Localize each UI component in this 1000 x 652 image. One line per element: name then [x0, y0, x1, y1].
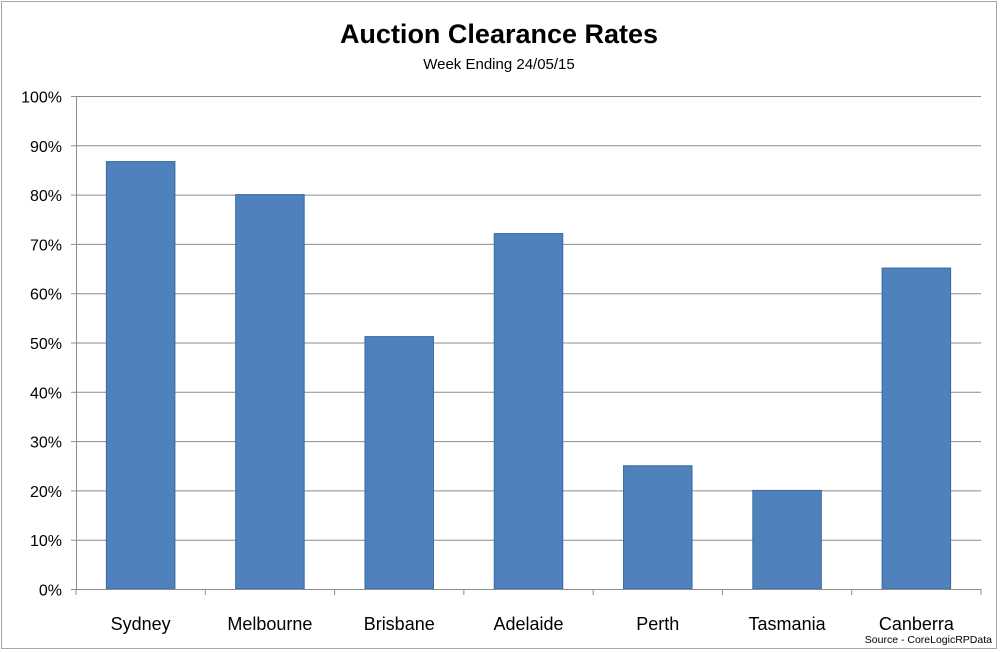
- x-tick-label: Brisbane: [364, 614, 435, 634]
- y-tick-label: 30%: [30, 435, 62, 452]
- bar-tasmania: [752, 489, 822, 590]
- bar-melbourne: [235, 194, 305, 590]
- bar-perth: [623, 465, 693, 590]
- bar-adelaide: [493, 233, 564, 590]
- y-tick-label: 10%: [30, 533, 62, 550]
- x-tick-label: Canberra: [879, 614, 955, 634]
- bars: [105, 161, 952, 590]
- x-tick-label: Melbourne: [227, 614, 312, 634]
- x-axis-ticks: Sydney Melbourne Brisbane Adelaide Perth Tasm…: [75, 589, 982, 634]
- y-tick-label: 80%: [30, 188, 62, 205]
- y-tick-label: 20%: [30, 484, 62, 501]
- bar-sydney: [105, 161, 176, 590]
- x-tick-label: Sydney: [111, 614, 171, 634]
- source-note: Source - CoreLogicRPData: [865, 634, 992, 646]
- y-tick-label: 60%: [30, 287, 62, 304]
- y-tick-label: 40%: [30, 385, 62, 402]
- y-tick-label: 50%: [30, 336, 62, 353]
- y-tick-label: 90%: [30, 139, 62, 156]
- x-tick-label: Tasmania: [749, 614, 827, 634]
- bar-canberra: [881, 267, 952, 590]
- chart-title: Auction Clearance Rates: [340, 19, 658, 49]
- axes: [76, 96, 981, 590]
- bar-brisbane: [364, 336, 434, 590]
- y-tick-label: 100%: [21, 90, 62, 107]
- x-tick-label: Adelaide: [493, 614, 563, 634]
- y-tick-label: 0%: [39, 583, 62, 600]
- chart-subtitle: Week Ending 24/05/15: [423, 56, 575, 73]
- x-tick-label: Perth: [636, 614, 679, 634]
- y-tick-label: 70%: [30, 237, 62, 254]
- y-axis-ticks: 0% 10% 20% 30% 40% 50% 60% 70% 80% 90% 100%: [21, 90, 76, 600]
